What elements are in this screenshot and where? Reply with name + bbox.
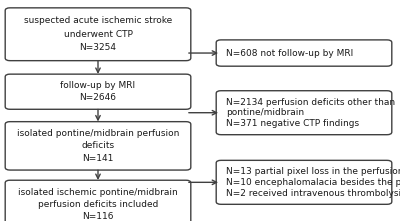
- FancyBboxPatch shape: [216, 91, 392, 135]
- FancyBboxPatch shape: [216, 160, 392, 204]
- Text: N=3254: N=3254: [80, 43, 116, 52]
- Text: N=2646: N=2646: [80, 93, 116, 102]
- FancyBboxPatch shape: [5, 122, 191, 170]
- Text: isolated ischemic pontine/midbrain: isolated ischemic pontine/midbrain: [18, 188, 178, 197]
- FancyBboxPatch shape: [5, 180, 191, 221]
- FancyBboxPatch shape: [216, 40, 392, 66]
- Text: N=2134 perfusion deficits other than: N=2134 perfusion deficits other than: [226, 97, 395, 107]
- FancyBboxPatch shape: [5, 74, 191, 109]
- FancyBboxPatch shape: [5, 8, 191, 61]
- Text: N=141: N=141: [82, 154, 114, 162]
- Text: N=10 encephalomalacia besides the perfusion deficits: N=10 encephalomalacia besides the perfus…: [226, 178, 400, 187]
- Text: pontine/midbrain: pontine/midbrain: [226, 108, 304, 117]
- Text: N=13 partial pixel loss in the perfusion deficits: N=13 partial pixel loss in the perfusion…: [226, 167, 400, 176]
- Text: deficits: deficits: [82, 141, 114, 150]
- Text: underwent CTP: underwent CTP: [64, 30, 132, 39]
- Text: perfusion deficits included: perfusion deficits included: [38, 200, 158, 209]
- Text: N=371 negative CTP findings: N=371 negative CTP findings: [226, 119, 359, 128]
- Text: follow-up by MRI: follow-up by MRI: [60, 81, 136, 90]
- Text: isolated pontine/midbrain perfusion: isolated pontine/midbrain perfusion: [17, 129, 179, 138]
- Text: N=116: N=116: [82, 212, 114, 221]
- Text: suspected acute ischemic stroke: suspected acute ischemic stroke: [24, 16, 172, 25]
- Text: N=608 not follow-up by MRI: N=608 not follow-up by MRI: [226, 49, 353, 57]
- Text: N=2 received intravenous thrombolysis before  CTP: N=2 received intravenous thrombolysis be…: [226, 189, 400, 198]
